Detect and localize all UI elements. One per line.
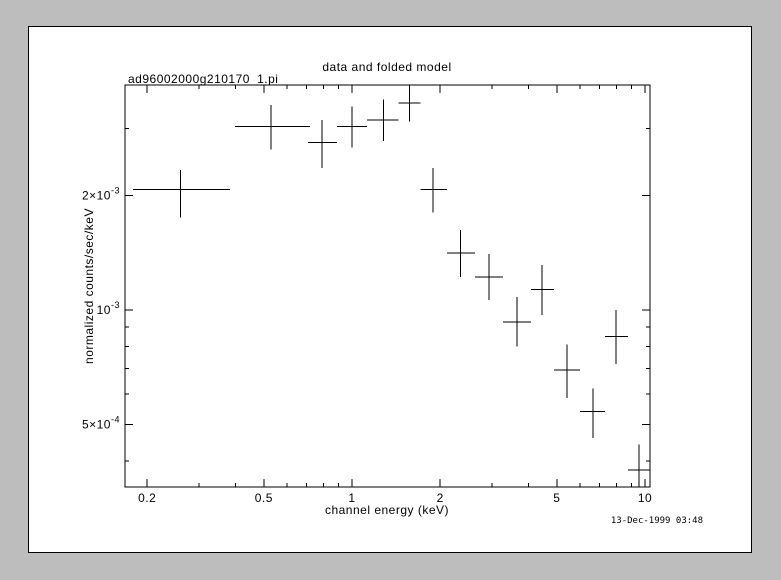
chart-title: data and folded model	[322, 60, 451, 74]
x-tick-label: 2	[437, 491, 444, 505]
y-tick-label: 5×10-4	[82, 414, 120, 431]
plot-canvas	[28, 26, 752, 553]
y-tick-label: 2×10-3	[82, 185, 120, 202]
axes-box	[124, 84, 651, 488]
axes-layer: 0.2 0.5 1 2 5 10 2×10-3 10-3 5×10-4	[82, 84, 652, 505]
x-tick-label: 10	[638, 491, 652, 505]
y-axis-label: normalized counts/sec/keV	[82, 208, 96, 364]
x-tick-label: 5	[553, 491, 560, 505]
x-tick-label: 1	[348, 491, 355, 505]
y-tick-label: 10-3	[97, 300, 120, 317]
x-tick-label: 0.2	[138, 491, 156, 505]
spectrum-filename: ad96002000g210170_1.pi	[128, 72, 278, 86]
x-axis-label: channel energy (keV)	[325, 503, 449, 517]
timestamp: 13-Dec-1999 03:48	[611, 516, 703, 526]
x-tick-label: 0.5	[255, 491, 273, 505]
